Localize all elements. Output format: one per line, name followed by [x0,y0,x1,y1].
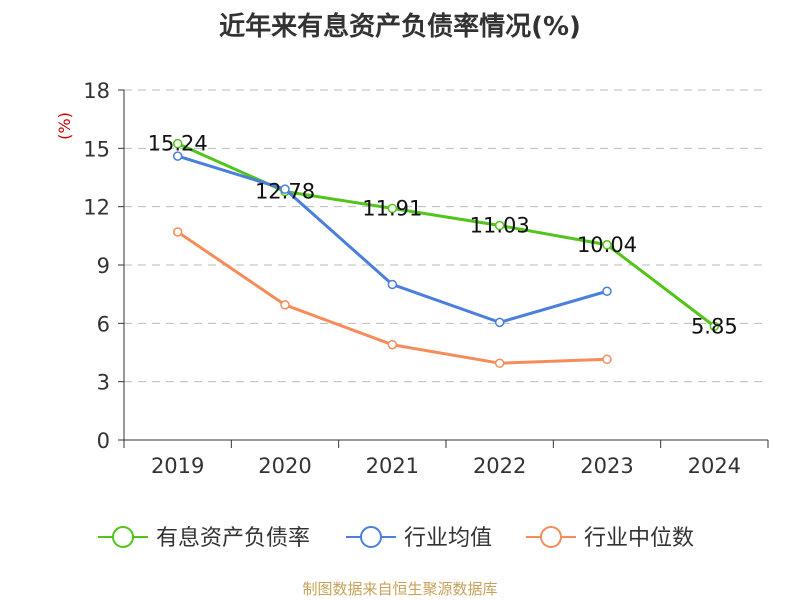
y-tick-label: 9 [97,254,110,278]
legend-label: 有息资产负债率 [156,526,310,551]
legend-marker [540,526,562,548]
legend-label: 行业均值 [404,526,492,551]
data-point [494,220,505,231]
data-point [709,321,720,331]
data-point [172,227,183,237]
x-tick-label: 2023 [580,454,633,478]
data-point [280,300,290,310]
axes: 0 3 6 9 12 15 18 2019 2020 2021 2022 2023 2024 (%) [55,79,769,478]
data-label: 15.24 [148,132,208,156]
data-point [172,151,183,161]
x-tick-label: 2020 [258,454,311,478]
data-label: 5.85 [691,314,738,338]
data-label: 12.78 [255,180,315,204]
data-point [494,317,505,328]
legend-item[interactable]: 行业中位数 [526,526,694,551]
legend-item[interactable]: 行业均值 [346,526,492,551]
series-lines [172,138,720,368]
data-point [172,138,183,149]
data-point [387,279,398,290]
legend-marker [360,526,382,548]
data-label: 11.91 [362,196,422,220]
source-note: 制图数据来自恒生聚源数据库 [302,580,498,598]
data-point [602,240,612,250]
y-tick-label: 0 [97,429,110,453]
legend-label: 行业中位数 [584,526,694,551]
data-point [494,358,505,368]
series-line [177,154,608,324]
data-point [387,339,398,350]
x-tick-label: 2024 [688,454,741,478]
legend-marker [112,526,134,548]
data-point [602,354,612,365]
legend-item[interactable]: 有息资产负债率 [98,526,310,551]
data-label: 10.04 [577,233,637,257]
x-tick-label: 2021 [366,454,419,478]
y-tick-label: 15 [83,137,110,161]
y-tick-label: 6 [97,312,110,336]
chart-title: 近年来有息资产负债率情况(%) [219,12,581,42]
y-tick-label: 12 [83,196,110,220]
data-point [602,286,612,296]
legend: 有息资产负债率 行业均值 行业中位数 [98,526,694,551]
y-tick-label: 3 [97,371,110,395]
x-tick-label: 2022 [473,454,526,478]
x-tick-label: 2019 [151,454,204,478]
data-labels: 15.24 12.78 11.91 11.03 10.04 5.85 [148,132,738,339]
y-axis-label: (%) [55,112,74,140]
grid-lines [124,89,768,383]
data-label: 11.03 [470,214,530,238]
y-tick-label: 18 [83,79,110,103]
data-point [387,203,398,214]
data-point [280,184,290,194]
